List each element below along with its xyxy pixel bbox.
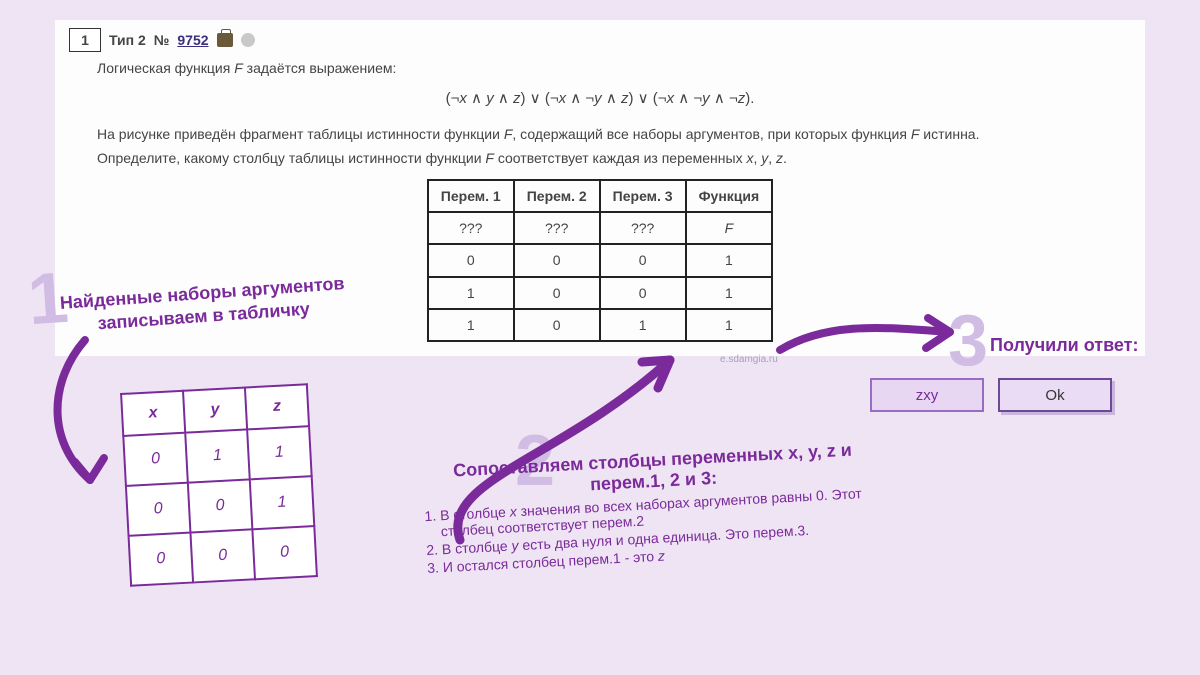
table-row: 000	[129, 526, 317, 586]
table-cell: 0	[514, 244, 600, 276]
table-cell: 1	[600, 309, 686, 341]
table-cell: 0	[600, 244, 686, 276]
ok-button[interactable]: Ok	[998, 378, 1112, 412]
table-cell: 1	[686, 309, 773, 341]
arrow3-icon	[770, 310, 970, 380]
th-perem3: Перем. 3	[600, 180, 686, 212]
problem-number-box: 1	[69, 28, 101, 52]
problem-id-link[interactable]: 9752	[177, 30, 208, 50]
table-cell: 0	[600, 277, 686, 309]
table-cell: 0	[428, 244, 514, 276]
st-h-y: y	[183, 388, 247, 433]
table-cell: ???	[428, 212, 514, 244]
arrow2-icon	[430, 340, 730, 560]
paragraph-3: Определите, какому столбцу таблицы истин…	[69, 148, 1131, 168]
truth-table: Перем. 1 Перем. 2 Перем. 3 Функция ?????…	[427, 179, 773, 342]
table-cell: 1	[250, 476, 315, 529]
problem-type: Тип 2	[109, 30, 146, 50]
truth-table-header-row: Перем. 1 Перем. 2 Перем. 3 Функция	[428, 180, 772, 212]
number-symbol: №	[154, 30, 170, 50]
table-cell: 1	[428, 309, 514, 341]
table-cell: 1	[428, 277, 514, 309]
th-perem2: Перем. 2	[514, 180, 600, 212]
table-cell: 1	[686, 277, 773, 309]
th-func: Функция	[686, 180, 773, 212]
table-row: ?????????F	[428, 212, 772, 244]
arrow1-icon	[30, 330, 150, 510]
briefcase-icon[interactable]	[217, 33, 233, 47]
step3-title: Получили ответ:	[990, 335, 1138, 356]
step1-table-body: 011001000	[123, 426, 317, 586]
paragraph-2: На рисунке приведён фрагмент таблицы ист…	[69, 124, 1131, 144]
formula: (¬x ∧ y ∧ z) ∨ (¬x ∧ ¬y ∧ z) ∨ (¬x ∧ ¬y …	[69, 88, 1131, 110]
table-cell: 0	[129, 533, 194, 586]
intro-text: Логическая функция F задаётся выражением…	[69, 58, 1131, 78]
answer-box: zxy	[870, 378, 984, 412]
table-cell: ???	[514, 212, 600, 244]
table-cell: 0	[514, 277, 600, 309]
table-row: 0001	[428, 244, 772, 276]
problem-header: 1 Тип 2 № 9752	[69, 28, 1131, 52]
table-cell: ???	[600, 212, 686, 244]
table-cell: 0	[252, 526, 317, 579]
table-cell: 1	[686, 244, 773, 276]
table-row: 1001	[428, 277, 772, 309]
st-h-z: z	[245, 384, 309, 429]
table-cell: F	[686, 212, 773, 244]
table-cell: 0	[514, 309, 600, 341]
table-cell: 1	[185, 429, 250, 482]
truth-table-body: ?????????F000110011011	[428, 212, 772, 341]
table-row: 1011	[428, 309, 772, 341]
table-cell: 0	[188, 479, 253, 532]
table-cell: 1	[247, 426, 312, 479]
status-dot-icon	[241, 33, 255, 47]
th-perem1: Перем. 1	[428, 180, 514, 212]
table-cell: 0	[190, 529, 255, 582]
